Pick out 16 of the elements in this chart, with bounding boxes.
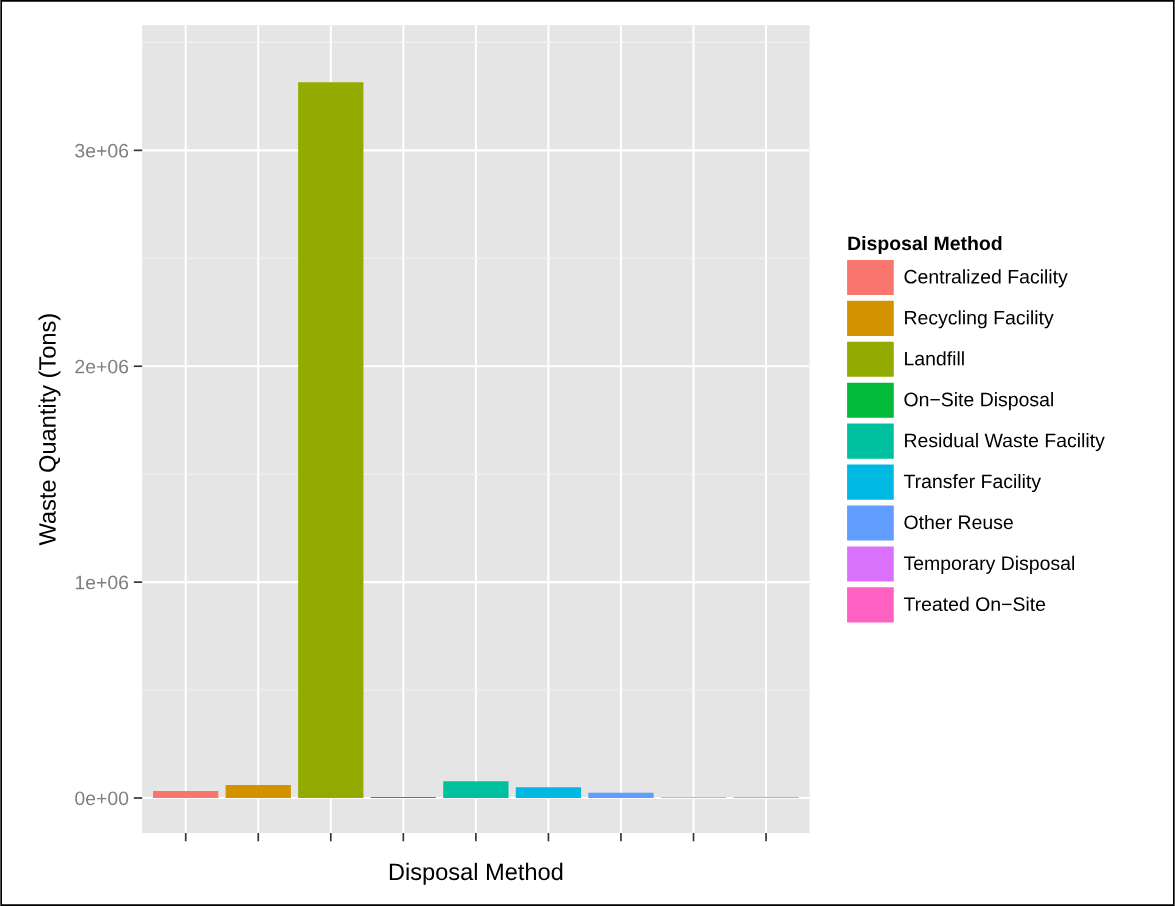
- legend-label: Residual Waste Facility: [905, 433, 1105, 452]
- x-axis-title: Disposal Method: [389, 862, 563, 885]
- y-tick-label: 2e+06: [75, 359, 129, 374]
- y-axis-title: Waste Quantity (Tons): [38, 314, 61, 546]
- y-tick-label: 1e+06: [75, 575, 129, 590]
- legend-label: Treated On−Site: [903, 596, 1046, 612]
- legend-label: Centralized Facility: [904, 269, 1068, 288]
- y-tick-label: 3e+06: [75, 143, 129, 158]
- legend-label: Landfill: [905, 351, 964, 366]
- y-tick-label: 0e+00: [75, 791, 129, 806]
- legend-label: On−Site Disposal: [904, 392, 1053, 411]
- legend-label: Recycling Facility: [905, 310, 1054, 329]
- legend-label: Other Reuse: [904, 514, 1013, 530]
- legend-label: Transfer Facility: [903, 473, 1042, 493]
- legend-label: Temporary Disposal: [903, 555, 1074, 574]
- legend-title: Disposal Method: [848, 235, 1002, 255]
